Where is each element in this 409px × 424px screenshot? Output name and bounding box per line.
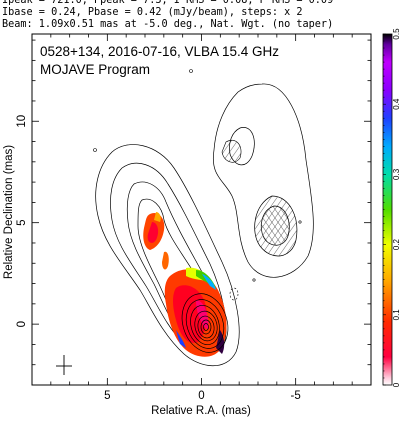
colorbar-tick-label: 0.4 [392,98,401,110]
y-axis-label: Relative Declination (mas) [3,145,15,279]
plot-title-line2: MOJAVE Program [40,62,150,77]
pol-core-cyan [202,274,216,290]
y-axis-ticks: 0 5 10 [16,39,371,366]
core-contours [181,293,229,353]
x-axis-ticks: 5 0 -5 [50,34,353,402]
colorbar-tick-label: 0.1 [392,309,401,321]
contour-nw-knot-in [260,205,290,246]
colorbar-tick-label: 0.5 [392,28,401,40]
y-tick-label: 0 [16,321,28,327]
colorbar-tick-label: 0.3 [392,168,401,180]
contour-nw-mid [229,127,255,166]
contour-jet-1 [95,144,240,367]
contour-nw-small [221,139,242,163]
header-line-beam: Beam: 1.09x0.51 mas at -5.0 deg., Nat. W… [2,19,334,30]
map-content [93,69,314,367]
header-line-peak: Ipeak = 721.0, Ppeak = 7.3, I RMS = 0.08… [2,0,334,6]
pol-knot-core [147,222,159,243]
header-line-base: Ibase = 0.24, Pbase = 0.42 (mJy/beam), s… [2,7,303,18]
x-tick-label: 5 [104,390,110,402]
x-axis-label: Relative R.A. (mas) [151,405,251,417]
pol-core-blue [176,330,186,348]
pol-core-pink [196,300,209,330]
pol-mid [162,251,169,270]
colorbar-tick-label: 0 [392,382,401,387]
colorbar-ticks: 0 0.1 0.2 0.3 0.4 0.5 [383,28,401,387]
beam-marker [56,355,72,375]
y-tick-label: 10 [16,115,28,128]
pol-knot-edge [154,212,161,222]
negative-contour [229,287,239,301]
noise-contour [93,148,97,152]
contour-nw-outer [212,83,314,278]
plot-title-line1: 0528+134, 2016-07-16, VLBA 15.4 GHz [40,44,279,59]
colorbar-tick-label: 0.2 [392,238,401,250]
noise-contour [298,220,302,224]
x-tick-label: 0 [198,390,204,402]
noise-contour [189,69,193,73]
y-tick-label: 5 [16,219,28,225]
noise-contour [252,278,256,282]
x-tick-label: -5 [291,390,301,402]
